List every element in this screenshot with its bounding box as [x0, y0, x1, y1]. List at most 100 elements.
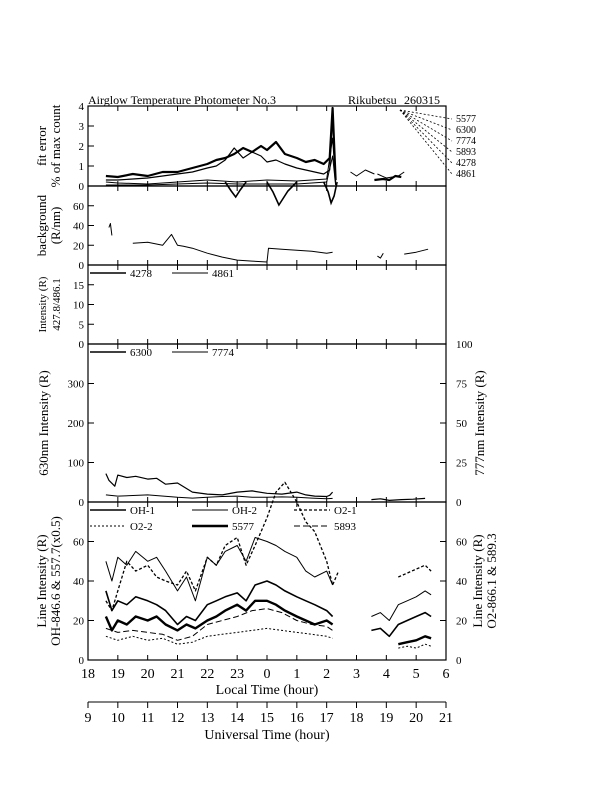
station-name: Rikubetsu — [348, 93, 397, 107]
y-tick-label: 0 — [79, 497, 85, 509]
series-line-7774 — [350, 169, 375, 177]
ut-tick-label: 9 — [85, 711, 92, 726]
y-tick-label: 60 — [73, 537, 85, 549]
y-axis-label: % of max count — [48, 104, 63, 187]
fit-legend-label: 5577 — [456, 114, 476, 125]
fit-legend-label: 5893 — [456, 147, 476, 158]
ut-tick-label: 14 — [230, 711, 244, 726]
legend-label-5577: 5577 — [232, 521, 255, 533]
lt-tick-label: 4 — [383, 667, 390, 682]
y-right-tick-label: 75 — [456, 379, 468, 391]
series-line-6300 — [105, 113, 337, 183]
series-line-OH-1 — [105, 580, 334, 626]
y-right-tick-label: 50 — [456, 418, 468, 430]
y-axis-label: background — [34, 194, 49, 256]
legend-label-4278: 4278 — [130, 268, 153, 280]
ut-tick-label: 13 — [200, 711, 214, 726]
date-code: 260315 — [404, 93, 440, 107]
universal-time-label: Universal Time (hour) — [204, 728, 330, 743]
y-tick-label: 15 — [73, 280, 85, 292]
fit-legend-connector — [399, 109, 453, 175]
ut-tick-label: 12 — [171, 711, 185, 726]
lt-tick-label: 2 — [323, 667, 330, 682]
y-tick-label: 40 — [73, 576, 85, 588]
series-line-5577b — [374, 174, 402, 182]
fit-legend-connector — [399, 109, 453, 131]
ut-tick-label: 18 — [350, 711, 364, 726]
y-axis-label: Intensity (R) — [37, 276, 49, 332]
legend-label-4861: 4861 — [212, 268, 234, 280]
legend-label-6300: 6300 — [130, 347, 153, 359]
ut-tick-label: 20 — [409, 711, 423, 726]
y-right-tick-label: 0 — [456, 655, 462, 667]
panel-frame — [87, 185, 447, 266]
series-line-O2-2 — [105, 627, 333, 645]
y-tick-label: 0 — [79, 339, 85, 351]
fit-legend-connector — [399, 109, 453, 120]
series-line-late-O2-1 — [398, 564, 432, 578]
y-axis-label: (R/nm) — [48, 207, 63, 245]
series-line-7774 — [105, 494, 333, 500]
series-line-4278 — [105, 137, 337, 185]
y-right-tick-label: 0 — [456, 497, 462, 509]
panel-frame — [87, 105, 447, 187]
series-line-bg — [108, 223, 113, 236]
series-line-5577 — [105, 106, 337, 181]
y-right-tick-label: 40 — [456, 576, 468, 588]
lt-tick-label: 21 — [171, 667, 185, 682]
lt-tick-label: 23 — [230, 667, 244, 682]
y-axis-right-label: Line Intensity (R) — [470, 534, 485, 627]
y-tick-label: 100 — [68, 458, 85, 470]
series-line-late-5577 — [398, 635, 432, 646]
series-line-bg3 — [377, 252, 384, 259]
y-tick-label: 2 — [79, 141, 85, 153]
panel-background: 0 20 40 60 background (R/nm) — [34, 185, 447, 272]
ut-tick-label: 16 — [290, 711, 304, 726]
y-tick-label: 20 — [73, 240, 85, 252]
y-tick-label: 10 — [73, 300, 85, 312]
panel-red_lines: 0 100 200 300 0 25 50 75 100 630nm Intensity (R) 7… — [36, 339, 487, 509]
y-axis-label: OH-846.6 & 557.7(x0.5) — [48, 516, 63, 646]
lt-tick-label: 18 — [81, 667, 95, 682]
legend-label-O2-2: O2-2 — [130, 521, 153, 533]
series-line-6300 — [105, 473, 334, 498]
y-tick-label: 3 — [79, 121, 85, 133]
lt-tick-label: 6 — [443, 667, 450, 682]
local-time-label: Local Time (hour) — [216, 683, 319, 698]
y-right-tick-label: 20 — [456, 616, 468, 628]
series-line-bg2 — [132, 233, 333, 263]
y-axis-label: Line Intensity (R) — [34, 534, 49, 627]
y-tick-label: 4 — [79, 101, 85, 113]
series-line-late-OH-2 — [371, 590, 432, 621]
y-tick-label: 5 — [79, 319, 85, 331]
y-axis-label: 630nm Intensity (R) — [36, 370, 51, 475]
fit-legend-connector — [399, 109, 453, 153]
legend-label-OH-2: OH-2 — [232, 505, 257, 517]
lt-tick-label: 0 — [264, 667, 271, 682]
fit-legend-label: 6300 — [456, 125, 476, 136]
series-line-5577 — [104, 599, 334, 632]
fit-legend-label: 7774 — [456, 136, 476, 147]
y-axis-right-label: 777nm Intensity (R) — [472, 370, 487, 475]
series-line-O2-1 — [105, 481, 340, 612]
y-axis-label: fit error — [34, 125, 49, 166]
lt-tick-label: 22 — [200, 667, 214, 682]
y-right-tick-label: 25 — [456, 458, 468, 470]
legend-label-7774: 7774 — [212, 347, 235, 359]
y-axis-right-label: O2-866.1 & 589.3 — [484, 533, 499, 628]
y-tick-label: 40 — [73, 221, 85, 233]
y-tick-label: 200 — [68, 418, 85, 430]
y-tick-label: 0 — [79, 655, 85, 667]
y-tick-label: 0 — [79, 260, 85, 272]
y-right-tick-label: 100 — [456, 339, 473, 351]
y-right-tick-label: 60 — [456, 537, 468, 549]
y-tick-label: 20 — [73, 616, 85, 628]
y-tick-label: 300 — [68, 379, 85, 391]
series-line-4861 — [105, 155, 337, 186]
series-line-late-O2-2 — [398, 643, 432, 649]
legend-label-5893: 5893 — [334, 521, 357, 533]
series-line-6300b — [371, 497, 426, 501]
